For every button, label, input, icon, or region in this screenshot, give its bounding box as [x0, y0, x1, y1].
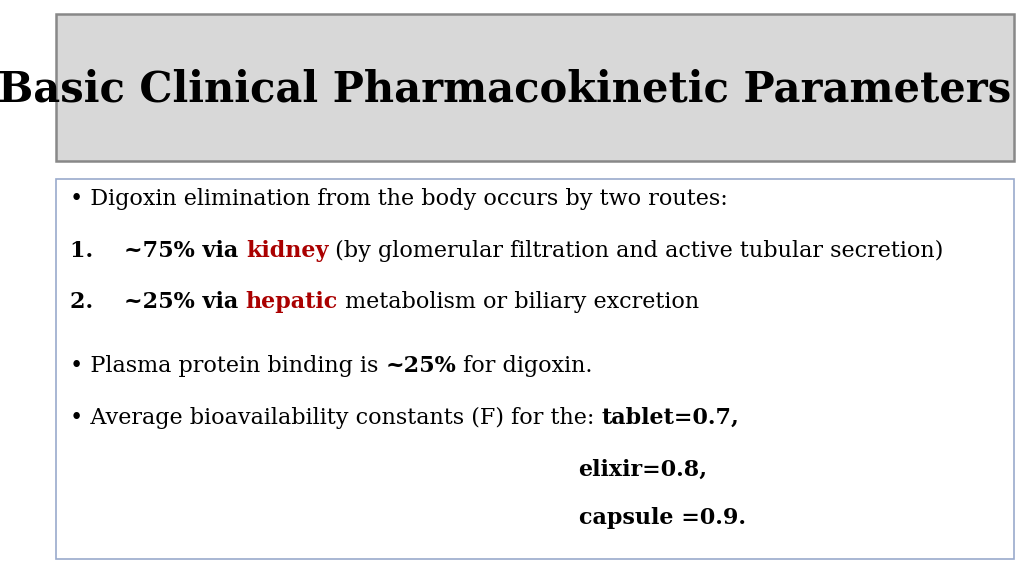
- Text: • Plasma protein binding is: • Plasma protein binding is: [70, 355, 385, 377]
- Text: capsule =0.9.: capsule =0.9.: [579, 507, 745, 529]
- Text: ~25% via: ~25% via: [124, 291, 246, 313]
- Text: metabolism or biliary excretion: metabolism or biliary excretion: [338, 291, 699, 313]
- Text: for digoxin.: for digoxin.: [456, 355, 592, 377]
- Text: • Average bioavailability constants (F) for the:: • Average bioavailability constants (F) …: [70, 407, 601, 429]
- FancyBboxPatch shape: [56, 14, 1014, 161]
- Text: hepatic: hepatic: [246, 291, 338, 313]
- Text: 1.: 1.: [70, 240, 124, 262]
- Text: 2.: 2.: [70, 291, 124, 313]
- Text: ~75% via: ~75% via: [124, 240, 246, 262]
- FancyBboxPatch shape: [56, 179, 1014, 559]
- Text: elixir=0.8,: elixir=0.8,: [579, 458, 708, 480]
- Text: (by glomerular filtration and active tubular secretion): (by glomerular filtration and active tub…: [329, 240, 944, 262]
- Text: ~25%: ~25%: [385, 355, 456, 377]
- Text: tablet=0.7,: tablet=0.7,: [601, 407, 739, 429]
- Text: Basic Clinical Pharmacokinetic Parameters: Basic Clinical Pharmacokinetic Parameter…: [0, 69, 1012, 110]
- Text: • Digoxin elimination from the body occurs by two routes:: • Digoxin elimination from the body occu…: [70, 188, 727, 210]
- Text: kidney: kidney: [246, 240, 329, 262]
